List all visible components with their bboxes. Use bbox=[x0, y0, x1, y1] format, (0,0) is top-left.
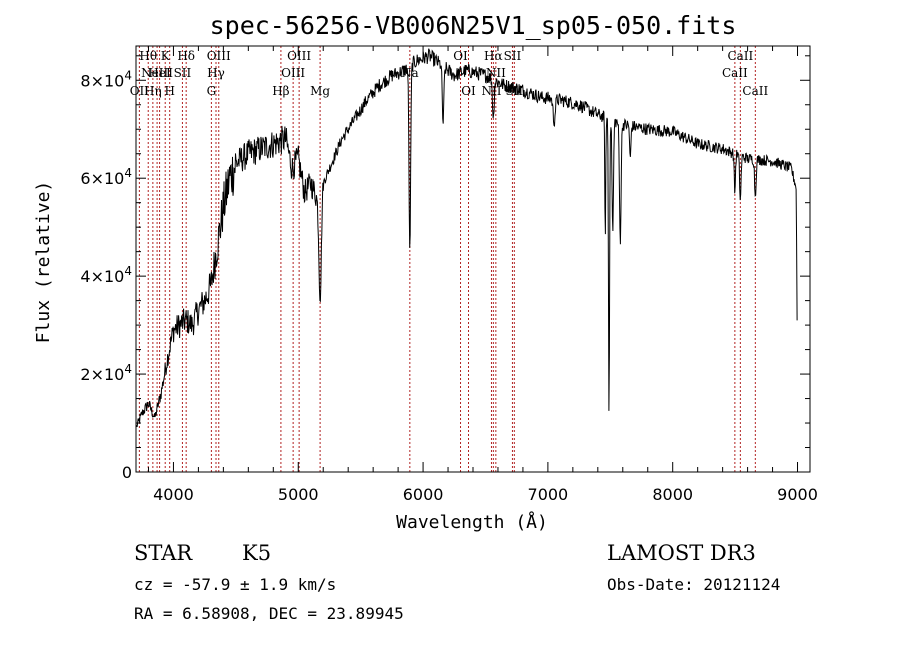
marker-label-hδ-4102: Hδ bbox=[177, 49, 195, 63]
marker-label-caii-8542: CaII bbox=[727, 49, 753, 63]
marker-label-sii-6716: SII bbox=[504, 49, 522, 63]
marker-label-mg-5175: Mg bbox=[310, 84, 330, 98]
marker-label-hβ-4861: Hβ bbox=[272, 84, 289, 98]
object-class: STAR bbox=[134, 541, 193, 565]
chart-title: spec-56256-VB006N25V1_sp05-050.fits bbox=[210, 11, 737, 40]
y-tick-label-40000: 4×104 bbox=[80, 264, 132, 286]
x-axis-label: Wavelength (Å) bbox=[396, 511, 548, 533]
y-tick-label-20000: 2×104 bbox=[80, 362, 132, 384]
marker-label-hei-3889: HeI bbox=[148, 66, 171, 80]
spectral-line-markers bbox=[138, 46, 756, 472]
marker-label-sii-4072: SII bbox=[174, 66, 192, 80]
marker-label-oiii-4363: OIII bbox=[207, 49, 231, 63]
x-axis-ticks: 4000 5000 6000 7000 8000 9000 bbox=[147, 46, 818, 504]
observation-date: Obs-Date: 20121124 bbox=[607, 575, 780, 594]
marker-label-oiii-4959: OIII bbox=[281, 66, 305, 80]
marker-label-oiii-5007: OIII bbox=[287, 49, 311, 63]
y-tick-label-60000: 6×104 bbox=[80, 166, 132, 188]
marker-label-oi-6300: OI bbox=[453, 49, 468, 63]
x-tick-label-7000: 7000 bbox=[528, 485, 569, 504]
marker-label-caii-8498: CaII bbox=[722, 66, 748, 80]
survey-name: LAMOST DR3 bbox=[607, 541, 756, 565]
marker-label-h-3970: H bbox=[164, 84, 174, 98]
marker-label-oii-3727: OII bbox=[130, 84, 150, 98]
spectral-line-labels: OIIHθHηNeIIIHeIKHSIIHδGHγOIIIHβOIIIOIIIM… bbox=[130, 49, 769, 98]
x-tick-label-8000: 8000 bbox=[652, 485, 693, 504]
marker-label-oi-6364: OI bbox=[461, 84, 476, 98]
coordinates: RA = 6.58908, DEC = 23.89945 bbox=[134, 604, 404, 623]
object-subclass: K5 bbox=[242, 541, 271, 565]
redshift-velocity: cz = -57.9 ± 1.9 km/s bbox=[134, 575, 336, 594]
y-tick-label-0: 0 bbox=[122, 463, 132, 482]
y-tick-label-80000: 8×104 bbox=[80, 68, 132, 90]
marker-label-hγ-4341: Hγ bbox=[207, 66, 225, 80]
marker-label-hη-3835: Hη bbox=[144, 84, 162, 98]
plot-frame bbox=[135, 45, 811, 473]
spectrum-series bbox=[136, 48, 798, 428]
spectrum-line bbox=[136, 48, 798, 428]
y-axis-ticks: 0 2×104 4×104 6×104 8×104 bbox=[80, 55, 810, 482]
y-axis-label: Flux (relative) bbox=[33, 181, 54, 344]
marker-label-g-4304: G bbox=[207, 84, 217, 98]
marker-label-hθ-3798: Hθ bbox=[139, 49, 157, 63]
marker-label-neiii-3869: NeIII bbox=[141, 66, 173, 80]
x-tick-label-6000: 6000 bbox=[403, 485, 444, 504]
marker-label-k-3934: K bbox=[161, 49, 171, 63]
x-tick-label-4000: 4000 bbox=[153, 485, 194, 504]
marker-label-hα-6563: Hα bbox=[484, 49, 503, 63]
x-tick-label-9000: 9000 bbox=[777, 485, 818, 504]
marker-label-caii-8662: CaII bbox=[742, 84, 768, 98]
x-tick-label-5000: 5000 bbox=[278, 485, 319, 504]
